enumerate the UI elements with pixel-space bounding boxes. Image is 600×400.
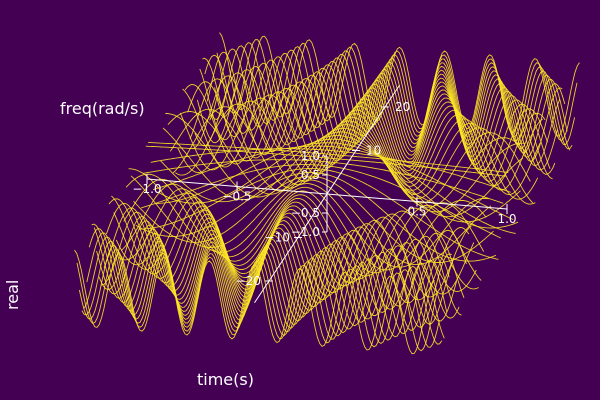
y-tick-label: 20 <box>395 100 410 114</box>
wave-curve <box>138 168 499 260</box>
wave-curve <box>96 220 458 322</box>
wave-curve <box>204 54 566 158</box>
wave-curve <box>98 216 460 319</box>
z-tick-label: 1.0 <box>301 149 320 163</box>
y-tick-label: −20 <box>236 274 261 288</box>
wave-curve <box>219 32 580 137</box>
wave-curve <box>101 211 462 316</box>
z-tick-label: 0.5 <box>301 168 320 182</box>
wave-curve <box>162 127 524 218</box>
wave-curve <box>130 175 492 266</box>
wave-curve <box>216 39 578 142</box>
wave-curve <box>182 88 543 191</box>
x-tick-label: 1.0 <box>497 212 516 226</box>
wave-curve <box>155 142 516 234</box>
wave-curves <box>74 32 580 355</box>
wave-curve <box>93 224 455 325</box>
wave-curve <box>125 173 487 271</box>
wave-curve <box>111 195 472 298</box>
wave-curve <box>157 138 519 229</box>
wave-curve <box>199 66 561 167</box>
x-tick-label: 0.5 <box>407 205 426 219</box>
wave-curve <box>148 142 509 173</box>
y-tick-label: −10 <box>265 231 290 245</box>
tick-labels: −1.0 −0.5 0.5 1.0 −20 −10 10 20 −1.0 −0.5 0.5 1.0 <box>132 100 516 288</box>
wave-curve <box>123 178 485 274</box>
z-axis-label: real <box>3 280 22 310</box>
y-tick-label: 10 <box>366 144 381 158</box>
x-tick-label: −0.5 <box>222 190 251 204</box>
z-tick-label: −1.0 <box>291 225 320 239</box>
x-tick-label: −1.0 <box>132 182 161 196</box>
wave-curve <box>145 145 506 177</box>
wave-curve <box>192 75 553 180</box>
wave-curve <box>115 192 477 292</box>
wave-curve <box>165 113 526 213</box>
wave-curve <box>128 168 489 268</box>
wave-curve <box>105 202 467 304</box>
wave-curve <box>135 171 497 262</box>
y-axis-label: freq(rad/s) <box>60 99 145 118</box>
wave-curve <box>108 198 470 301</box>
z-tick-label: −0.5 <box>291 206 320 220</box>
wave-curve <box>189 78 551 178</box>
x-axis-label: time(s) <box>197 370 254 389</box>
axes-group <box>146 84 508 304</box>
